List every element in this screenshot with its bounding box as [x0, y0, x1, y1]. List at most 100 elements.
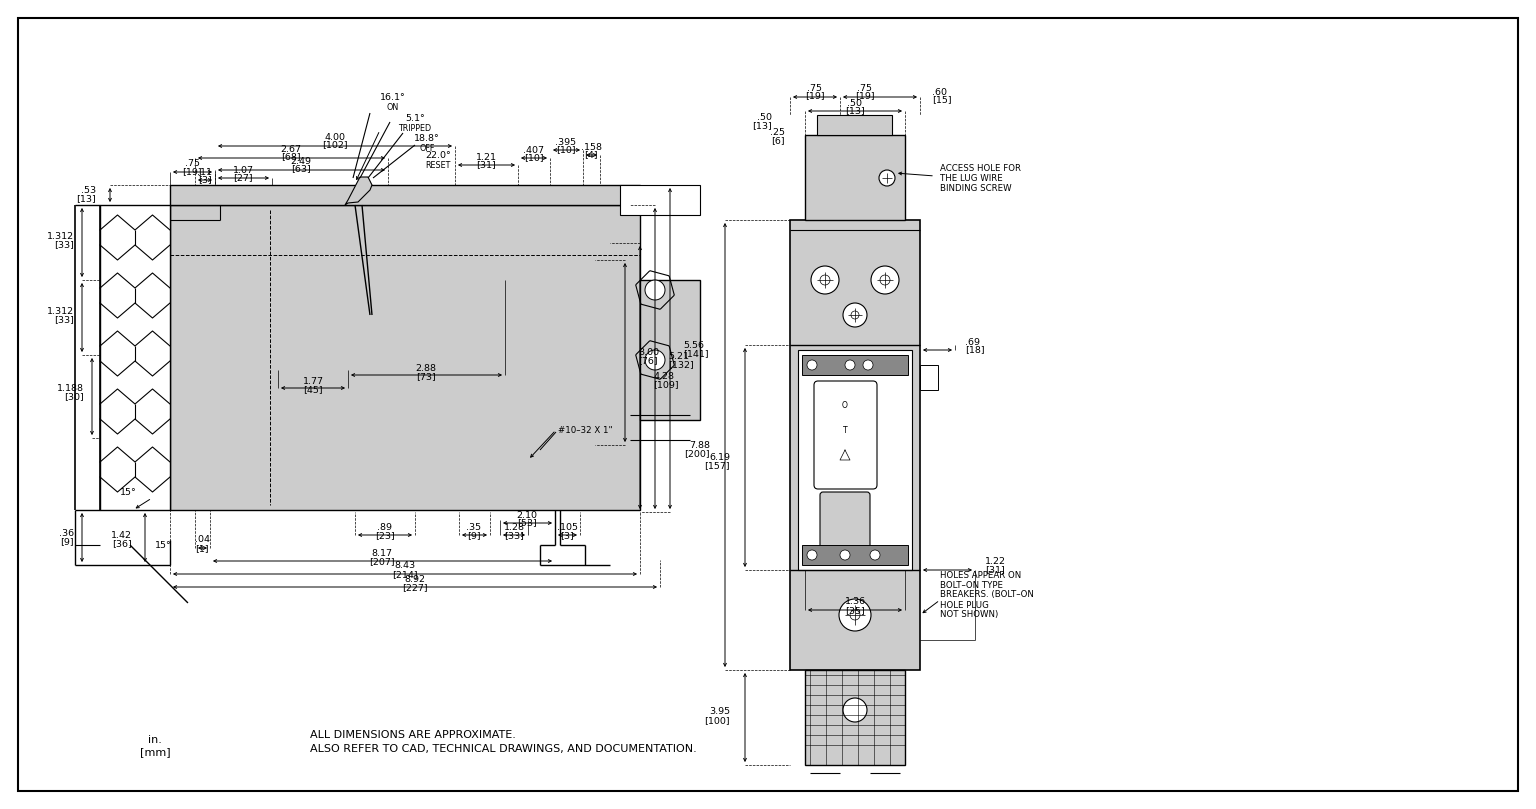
Text: .25: .25 — [770, 128, 785, 137]
Text: [33]: [33] — [504, 532, 524, 540]
Text: .105: .105 — [556, 523, 578, 532]
Text: [4]: [4] — [584, 150, 598, 159]
Text: [214]: [214] — [392, 570, 418, 579]
Text: 4.28: 4.28 — [653, 371, 674, 380]
Text: [207]: [207] — [369, 557, 395, 566]
Text: .04: .04 — [195, 536, 209, 544]
Text: [132]: [132] — [668, 361, 694, 370]
Text: in.: in. — [147, 735, 161, 745]
Text: [33]: [33] — [54, 240, 74, 249]
Text: [141]: [141] — [684, 349, 708, 358]
Text: [18]: [18] — [965, 345, 985, 354]
Text: .35: .35 — [467, 523, 482, 532]
Text: 4.00: 4.00 — [324, 133, 346, 142]
Text: [23]: [23] — [375, 532, 395, 540]
FancyBboxPatch shape — [820, 492, 869, 553]
Text: RESET: RESET — [425, 160, 450, 170]
Text: .75: .75 — [184, 159, 200, 167]
Text: [10]: [10] — [556, 146, 576, 155]
Text: [1]: [1] — [195, 544, 209, 553]
Text: 15°: 15° — [155, 540, 172, 549]
Text: [27]: [27] — [233, 173, 253, 183]
Circle shape — [645, 350, 665, 370]
Text: [45]: [45] — [303, 386, 323, 395]
Text: [19]: [19] — [856, 91, 876, 100]
Text: 1.188: 1.188 — [57, 383, 84, 392]
Text: [3]: [3] — [198, 176, 212, 184]
Text: [35]: [35] — [845, 607, 865, 616]
Text: [73]: [73] — [416, 372, 436, 382]
Text: .75: .75 — [808, 83, 822, 92]
Text: 5.1°: 5.1° — [406, 113, 425, 122]
Text: [mm]: [mm] — [140, 747, 170, 757]
Text: [102]: [102] — [323, 141, 347, 150]
Circle shape — [843, 303, 866, 327]
Text: [19]: [19] — [183, 167, 201, 176]
Bar — [100, 205, 170, 510]
Text: .158: .158 — [581, 142, 602, 151]
Circle shape — [845, 360, 856, 370]
Circle shape — [863, 360, 872, 370]
Text: 8.17: 8.17 — [372, 549, 393, 557]
Text: 15°: 15° — [120, 488, 137, 497]
Text: [63]: [63] — [292, 164, 310, 173]
Bar — [817, 115, 892, 135]
Text: ON: ON — [387, 103, 399, 112]
Text: .50: .50 — [757, 112, 773, 121]
Text: O: O — [842, 400, 848, 409]
Bar — [799, 350, 912, 570]
Circle shape — [843, 698, 866, 722]
Text: [13]: [13] — [753, 121, 773, 130]
Text: ACCESS HOLE FOR: ACCESS HOLE FOR — [940, 163, 1021, 172]
Text: HOLE PLUG: HOLE PLUG — [940, 600, 989, 609]
Bar — [790, 220, 920, 670]
Text: 8.43: 8.43 — [395, 561, 416, 570]
Text: [200]: [200] — [685, 450, 710, 459]
Text: 1.312: 1.312 — [48, 307, 74, 316]
Text: OFF: OFF — [419, 143, 435, 153]
Text: [157]: [157] — [705, 461, 730, 471]
Bar — [170, 185, 641, 205]
Circle shape — [811, 266, 839, 294]
Circle shape — [879, 170, 895, 186]
Text: HOLES APPEAR ON: HOLES APPEAR ON — [940, 570, 1021, 579]
Text: .395: .395 — [556, 138, 576, 146]
Text: 1.21: 1.21 — [476, 153, 496, 162]
Text: .11: .11 — [198, 167, 212, 176]
Text: [33]: [33] — [54, 316, 74, 324]
Bar — [805, 135, 905, 220]
Text: TRIPPED: TRIPPED — [398, 124, 432, 133]
Text: [31]: [31] — [476, 160, 496, 170]
Text: 1.22: 1.22 — [985, 557, 1006, 566]
Text: 1.36: 1.36 — [845, 598, 866, 607]
Text: [3]: [3] — [561, 532, 574, 540]
Bar — [802, 545, 908, 565]
Bar — [802, 355, 908, 375]
Text: ALL DIMENSIONS ARE APPROXIMATE.: ALL DIMENSIONS ARE APPROXIMATE. — [310, 730, 516, 740]
Text: .75: .75 — [857, 83, 872, 92]
Text: .60: .60 — [932, 87, 948, 96]
Text: 1.42: 1.42 — [111, 531, 132, 540]
Text: 5.21: 5.21 — [668, 351, 690, 361]
FancyBboxPatch shape — [814, 381, 877, 489]
Text: 16.1°: 16.1° — [379, 92, 406, 101]
Circle shape — [871, 266, 899, 294]
Text: 1.28: 1.28 — [504, 523, 524, 532]
Text: [227]: [227] — [402, 583, 429, 592]
Polygon shape — [346, 177, 372, 205]
Circle shape — [839, 599, 871, 631]
Text: [31]: [31] — [985, 565, 1005, 574]
Text: .69: .69 — [965, 337, 980, 346]
Text: 22.0°: 22.0° — [425, 150, 452, 159]
Text: [68]: [68] — [281, 153, 301, 162]
Bar — [170, 205, 641, 510]
Text: [30]: [30] — [65, 392, 84, 401]
Text: 6.19: 6.19 — [710, 452, 730, 461]
Text: NOT SHOWN): NOT SHOWN) — [940, 611, 998, 620]
Text: BOLT–ON TYPE: BOLT–ON TYPE — [940, 581, 1003, 590]
Text: 3.95: 3.95 — [710, 708, 730, 717]
Bar — [920, 365, 938, 390]
Circle shape — [840, 550, 849, 560]
Text: [19]: [19] — [805, 91, 825, 100]
Text: [9]: [9] — [467, 532, 481, 540]
